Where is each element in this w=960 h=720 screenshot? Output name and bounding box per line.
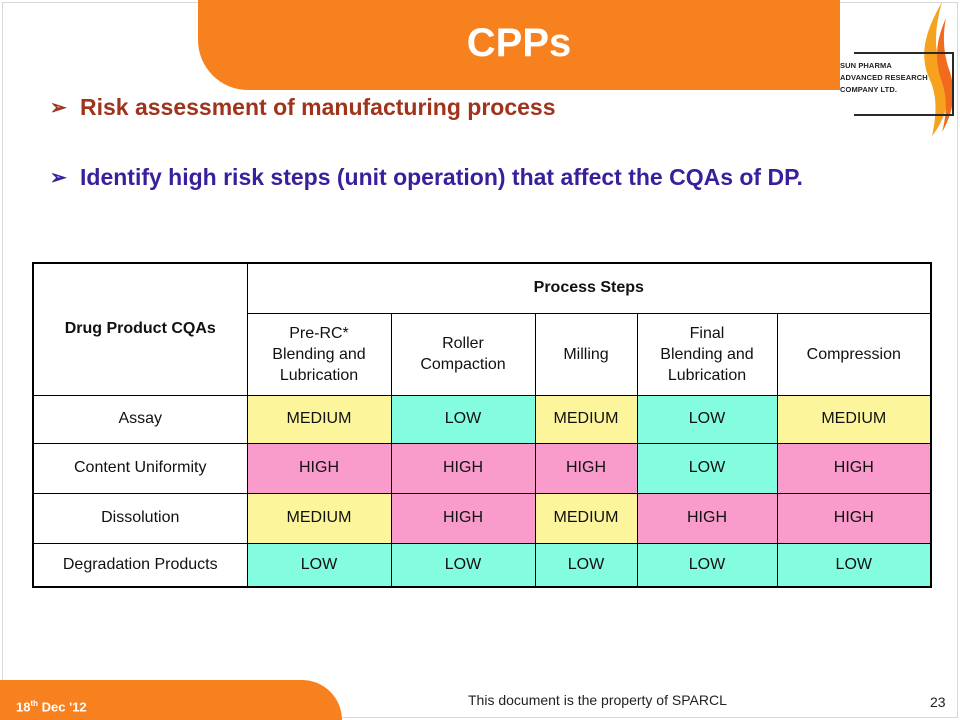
row-label: Dissolution	[32, 492, 248, 544]
column-header: Milling	[534, 312, 638, 396]
column-header: Roller Compaction	[390, 312, 536, 396]
bullet-risk-assessment: ➢ Risk assessment of manufacturing proce…	[50, 94, 556, 121]
risk-level-cell: MEDIUM	[534, 492, 638, 544]
risk-level-cell: HIGH	[776, 442, 932, 494]
risk-level-cell: HIGH	[776, 492, 932, 544]
risk-level-cell: HIGH	[390, 492, 536, 544]
risk-level-cell: LOW	[636, 442, 778, 494]
risk-level-cell: LOW	[776, 542, 932, 588]
column-header: Final Blending and Lubrication	[636, 312, 778, 396]
footer-date: 18th Dec '12	[16, 699, 87, 715]
row-label: Degradation Products	[32, 542, 248, 588]
row-label: Content Uniformity	[32, 442, 248, 494]
footer-note: This document is the property of SPARCL	[468, 692, 727, 708]
risk-level-cell: HIGH	[534, 442, 638, 494]
title-banner: CPPs	[198, 0, 840, 90]
risk-level-cell: MEDIUM	[776, 394, 932, 444]
row-header: Drug Product CQAs	[32, 262, 248, 396]
cqa-risk-table: Drug Product CQAs Process Steps Pre-RC* B…	[32, 262, 933, 588]
bullet-text: Identify high risk steps (unit operation…	[80, 164, 803, 190]
company-logo: SUN PHARMA ADVANCED RESEARCH COMPANY LTD…	[838, 0, 960, 140]
risk-level-cell: LOW	[246, 542, 392, 588]
table-row: Degradation Products LOW LOW LOW LOW LOW	[32, 542, 932, 588]
logo-text: SUN PHARMA ADVANCED RESEARCH COMPANY LTD…	[840, 61, 928, 94]
risk-level-cell: LOW	[390, 394, 536, 444]
page-number: 23	[930, 694, 946, 710]
footer-banner	[0, 680, 342, 720]
group-header: Process Steps	[246, 262, 932, 314]
bullet-identify-steps: ➢ Identify high risk steps (unit operati…	[50, 164, 803, 191]
column-header: Compression	[776, 312, 932, 396]
table-row: Assay MEDIUM LOW MEDIUM LOW MEDIUM	[32, 394, 932, 444]
risk-level-cell: LOW	[636, 394, 778, 444]
slide-title: CPPs	[466, 20, 572, 65]
row-label: Assay	[32, 394, 248, 444]
risk-level-cell: MEDIUM	[246, 492, 392, 544]
table-row: Dissolution MEDIUM HIGH MEDIUM HIGH HIGH	[32, 492, 932, 544]
risk-level-cell: LOW	[636, 542, 778, 588]
risk-level-cell: MEDIUM	[534, 394, 638, 444]
risk-level-cell: LOW	[390, 542, 536, 588]
bullet-text: Risk assessment of manufacturing process	[80, 94, 556, 120]
arrow-bullet-icon: ➢	[50, 97, 67, 119]
column-header: Pre-RC* Blending and Lubrication	[246, 312, 392, 396]
risk-level-cell: HIGH	[246, 442, 392, 494]
logo-frame	[854, 52, 954, 116]
arrow-bullet-icon: ➢	[50, 167, 67, 189]
risk-level-cell: HIGH	[390, 442, 536, 494]
flame-icon	[924, 2, 954, 136]
risk-level-cell: LOW	[534, 542, 638, 588]
risk-level-cell: MEDIUM	[246, 394, 392, 444]
risk-level-cell: HIGH	[636, 492, 778, 544]
table-row: Content Uniformity HIGH HIGH HIGH LOW HIGH	[32, 442, 932, 494]
